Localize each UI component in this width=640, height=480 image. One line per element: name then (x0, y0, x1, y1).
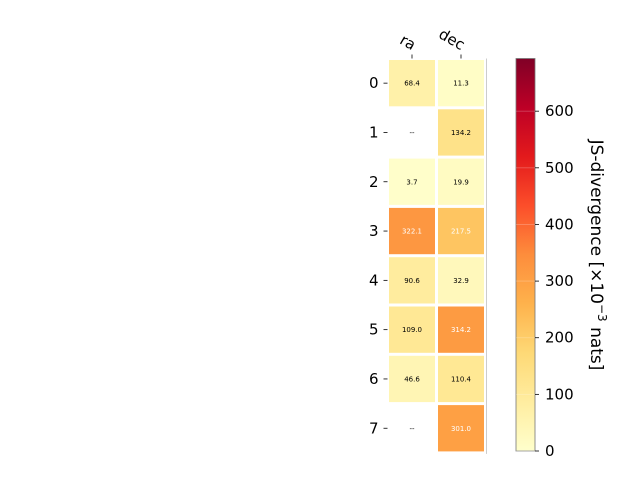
cell-value-label: 90.6 (404, 277, 420, 285)
colorbar-label-exponent: −3 (595, 304, 609, 322)
column-label-dec: dec (436, 25, 468, 54)
colorbar-tick-label: 200 (545, 329, 574, 347)
row-label-2: 2 (369, 173, 379, 191)
heatmap-cell-3-dec (438, 207, 484, 255)
colorbar-gradient (515, 58, 536, 452)
colorbar-tick-label: 0 (545, 442, 555, 460)
colorbar-tick-label: 600 (545, 102, 574, 120)
colorbar-label: JS-divergence [×10−3 nats] (586, 139, 609, 371)
cell-value-label: 301.0 (451, 425, 471, 433)
colorbar: 0 100 200 300 400 500 600 JS-divergence [×10−3 … (515, 58, 609, 460)
row-label-6: 6 (369, 370, 379, 388)
row-label-7: 7 (369, 419, 379, 437)
colorbar-tick-label: 500 (545, 159, 574, 177)
cell-value-label: 11.3 (453, 80, 469, 88)
cell-value-label: 46.6 (404, 375, 420, 383)
colorbar-tick-label: 400 (545, 215, 574, 233)
colorbar-tick-label: 300 (545, 272, 574, 290)
heatmap-cell-6-ra (389, 355, 435, 403)
row-label-0: 0 (369, 74, 379, 92)
cell-value-label: 110.4 (451, 375, 472, 383)
cell-value-label: 109.0 (402, 326, 422, 334)
cell-value-label: 3.7 (406, 178, 417, 186)
cell-value-label: 134.2 (451, 129, 471, 137)
heatmap-grid: 68.4 11.3 -- 134.2 3.7 19.9 322.1 217.5 90.6 32.9… (369, 25, 487, 454)
heatmap-cell-4-dec (438, 257, 484, 304)
cell-value-label: 314.2 (451, 326, 471, 334)
heatmap-cell-2-dec (438, 158, 484, 205)
cell-value-label: 322.1 (402, 228, 422, 236)
colorbar-label-unit: nats] (586, 322, 606, 371)
heatmap-cell-6-dec (438, 355, 484, 403)
column-label-ra: ra (397, 31, 419, 54)
heatmap-cell-7-dec (438, 405, 484, 452)
row-label-4: 4 (369, 271, 379, 289)
heatmap-cell-5-dec (438, 306, 484, 353)
heatmap-cell-4-ra (389, 257, 435, 304)
heatmap-cell-0-ra (389, 60, 435, 107)
row-label-3: 3 (369, 222, 379, 240)
cell-value-label: -- (409, 129, 415, 137)
cell-value-label: 32.9 (453, 277, 469, 285)
colorbar-label-main: JS-divergence [×10 (586, 139, 606, 304)
heatmap-cell-2-ra (389, 158, 435, 205)
row-label-1: 1 (369, 123, 379, 141)
cell-value-label: -- (409, 425, 415, 433)
row-label-5: 5 (369, 321, 379, 339)
colorbar-tick-label: 100 (545, 385, 574, 403)
heatmap-cell-5-ra (389, 306, 435, 353)
heatmap-cell-0-dec (438, 60, 484, 107)
heatmap-cell-3-ra (389, 207, 435, 255)
heatmap-cell-1-dec (438, 109, 484, 156)
cell-value-label: 217.5 (451, 228, 471, 236)
cell-value-label: 19.9 (453, 178, 469, 186)
cell-value-label: 68.4 (404, 80, 420, 88)
